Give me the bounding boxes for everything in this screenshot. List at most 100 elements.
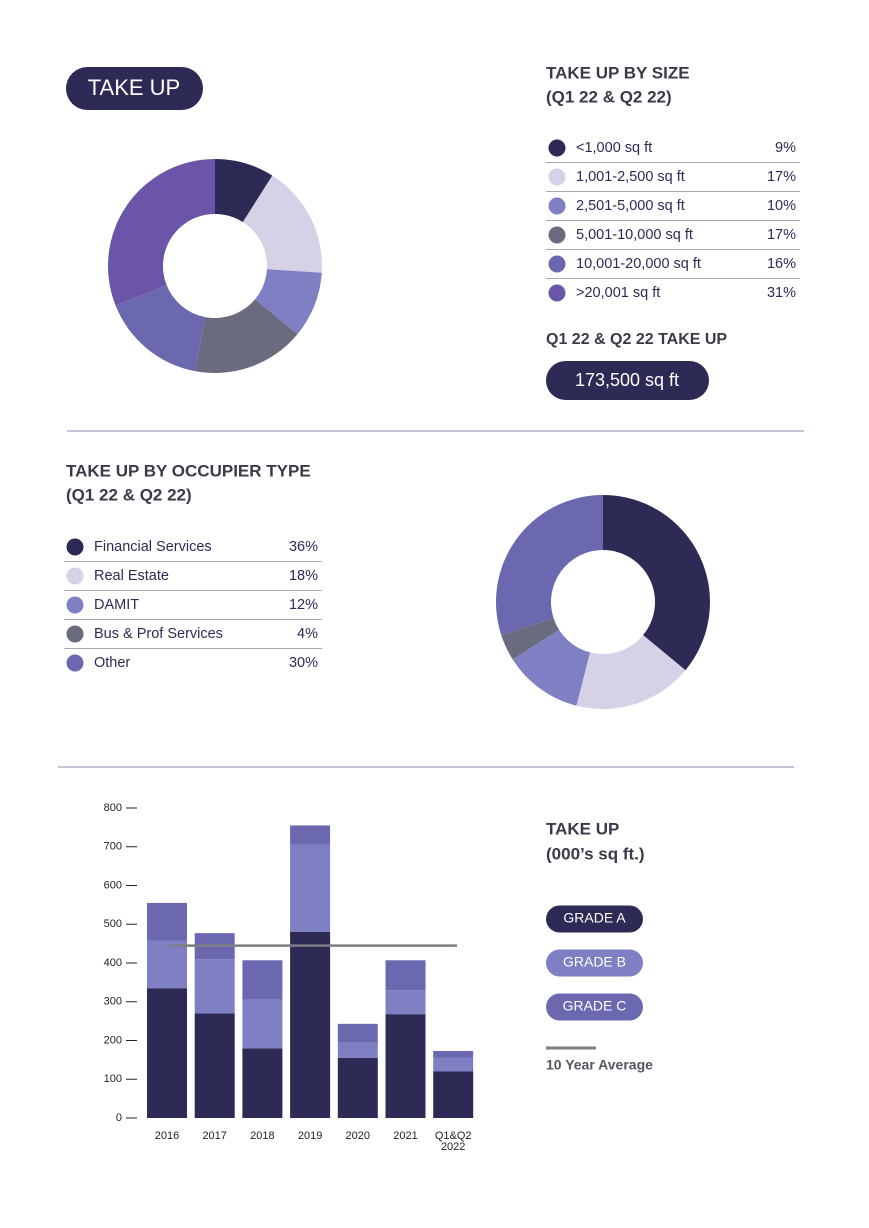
chart-subtitle: (Q1 22 & Q2 22) <box>546 87 672 106</box>
chart-title: TAKE UP <box>546 819 619 838</box>
header-pill <box>66 67 203 110</box>
value-label: 9% <box>775 140 796 156</box>
header-title: TAKE UP <box>88 75 181 100</box>
donut-slice <box>603 495 710 671</box>
bar-segment <box>385 960 426 991</box>
chart-subtitle: (Q1 22 & Q2 22) <box>66 485 192 504</box>
legend-label: <1,000 sq ft <box>576 140 652 156</box>
legend-marker <box>66 625 84 643</box>
bar-segment <box>337 1057 378 1118</box>
legend-label: Real Estate <box>94 568 169 584</box>
y-tick-label: 100 <box>104 1073 122 1085</box>
bar-segment <box>147 988 187 1118</box>
legend-marker <box>66 567 84 585</box>
donut-slice <box>215 159 273 223</box>
x-tick-label: Q1&Q2 2022 <box>434 1130 472 1153</box>
legend-pill <box>546 949 643 977</box>
legend-label: DAMIT <box>94 597 139 613</box>
legend-label: Bus & Prof Services <box>94 626 223 642</box>
chart-title: TAKE UP BY SIZE <box>546 63 690 82</box>
legend-marker <box>548 284 566 302</box>
legend-label: >20,001 sq ft <box>576 285 660 301</box>
y-tick-label: 400 <box>104 957 122 969</box>
donut-slice <box>512 629 591 706</box>
bar-segment <box>433 1057 474 1072</box>
x-tick-label: 2018 <box>250 1130 275 1142</box>
bar-segment <box>290 844 331 932</box>
value-label: 18% <box>289 568 318 584</box>
value-label: 30% <box>289 655 318 671</box>
total-value: 173,500 sq ft <box>575 370 679 390</box>
donut-slice <box>115 285 206 372</box>
legend-label: GRADE C <box>563 998 627 1014</box>
y-tick-label: 700 <box>104 841 122 853</box>
chart-title: TAKE UP BY OCCUPIER TYPE <box>66 461 311 480</box>
legend-label: 2,501-5,000 sq ft <box>576 198 685 214</box>
bar-segment <box>147 902 187 941</box>
total-label: Q1 22 & Q2 22 TAKE UP <box>546 331 727 348</box>
y-tick-label: 300 <box>104 996 122 1008</box>
y-tick-label: 0 <box>116 1112 122 1124</box>
bar-segment <box>242 999 283 1049</box>
legend-marker <box>548 168 566 186</box>
value-label: 31% <box>767 285 796 301</box>
donut-slice <box>576 635 686 709</box>
value-label: 10% <box>767 198 796 214</box>
value-label: 36% <box>289 539 318 555</box>
bar-segment <box>337 1023 378 1043</box>
x-tick-label: 2021 <box>393 1130 418 1142</box>
y-tick-label: 600 <box>104 879 122 891</box>
y-tick-label: 800 <box>104 802 122 814</box>
legend-marker <box>548 255 566 273</box>
legend-marker <box>548 226 566 244</box>
legend-pill <box>546 905 643 933</box>
legend-label: 10,001-20,000 sq ft <box>576 256 701 272</box>
chart-subtitle: (000’s sq ft.) <box>546 844 645 863</box>
x-tick-label: 2019 <box>297 1130 323 1142</box>
value-label: 16% <box>767 256 796 272</box>
legend-label: 5,001-10,000 sq ft <box>576 227 693 243</box>
bar-segment <box>242 1048 283 1118</box>
legend-label: Financial Services <box>94 539 212 555</box>
value-label: 12% <box>289 597 318 613</box>
legend-label: Other <box>94 655 130 671</box>
legend-label: 1,001-2,500 sq ft <box>576 169 685 185</box>
bar-segment <box>194 959 235 1014</box>
x-tick-label: 2020 <box>345 1130 371 1142</box>
legend-marker <box>548 197 566 215</box>
donut-slice <box>501 618 560 660</box>
legend-label: GRADE B <box>563 954 626 970</box>
legend-marker <box>66 538 84 556</box>
y-tick-label: 200 <box>104 1034 122 1046</box>
bar-segment <box>433 1050 474 1058</box>
legend-marker <box>66 596 84 614</box>
bar-segment <box>147 940 187 989</box>
donut-slice <box>255 269 322 335</box>
bar-segment <box>242 960 283 1000</box>
bar-segment <box>290 932 331 1118</box>
value-label: 17% <box>767 227 796 243</box>
legend-label: GRADE A <box>563 910 626 926</box>
x-tick-label: 2017 <box>202 1130 227 1142</box>
bar-segment <box>433 1071 474 1118</box>
donut-slice <box>194 299 298 373</box>
x-tick-label: 2016 <box>154 1130 180 1142</box>
bar-segment <box>385 1014 426 1118</box>
legend-label: 10 Year Average <box>546 1057 653 1073</box>
total-pill <box>546 361 709 400</box>
bar-segment <box>385 990 426 1015</box>
legend-marker <box>548 139 566 157</box>
donut-slice <box>108 159 215 306</box>
legend-pill <box>546 993 643 1021</box>
legend-marker <box>66 654 84 672</box>
value-label: 17% <box>767 169 796 185</box>
bar-segment <box>337 1042 378 1058</box>
value-label: 4% <box>297 626 318 642</box>
bar-segment <box>290 825 331 845</box>
y-tick-label: 500 <box>104 918 122 930</box>
donut-slice <box>496 495 603 636</box>
donut-slice <box>242 175 322 273</box>
bar-segment <box>194 1013 235 1118</box>
